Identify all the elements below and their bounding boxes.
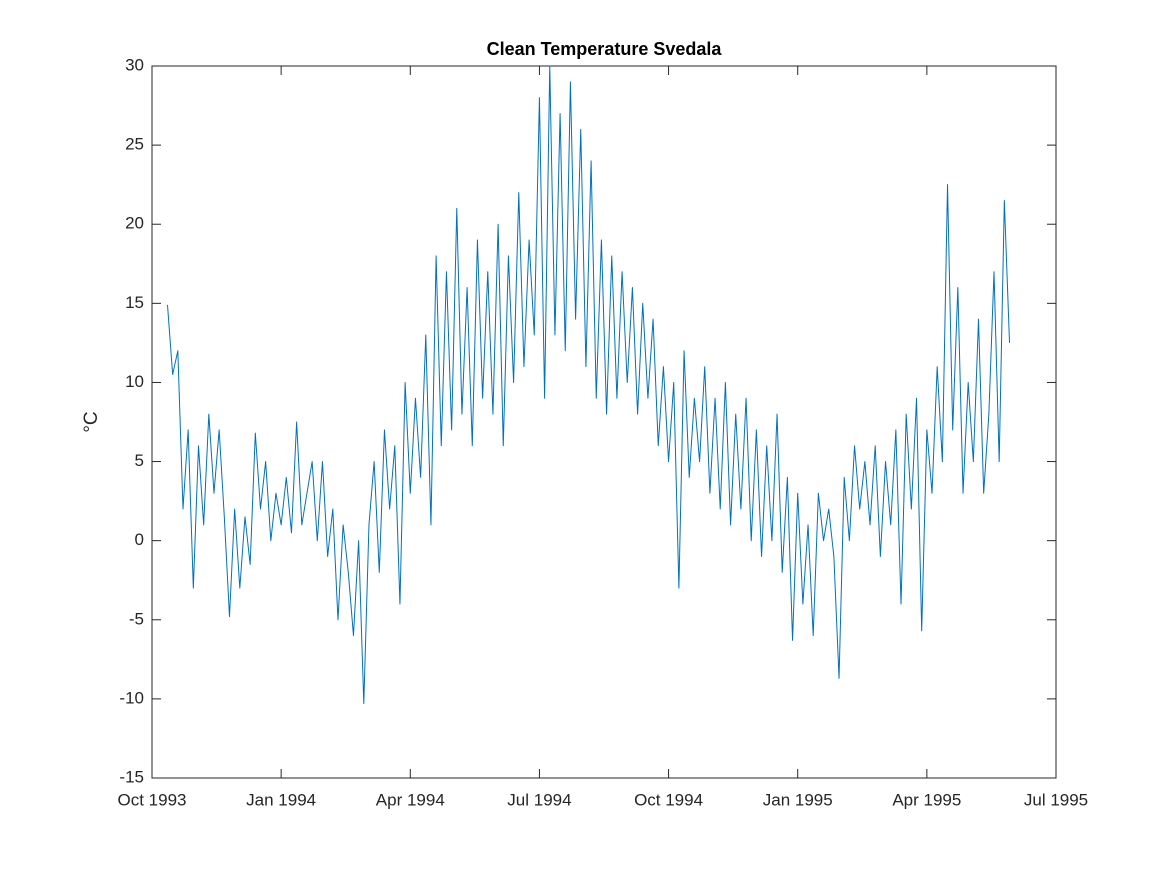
y-tick-label: 10 [125,372,144,391]
y-tick-label: 15 [125,293,144,312]
x-tick-label: Jul 1995 [1024,790,1088,809]
x-tick-label: Apr 1994 [376,790,445,809]
y-axis-label: °C [81,411,102,432]
y-tick-label: -5 [129,609,144,628]
x-tick-label: Jan 1995 [763,790,833,809]
axes-box [151,65,1057,779]
series-line [167,65,1011,705]
y-tick-label: 5 [135,451,144,470]
x-tick-label: Jan 1994 [246,790,316,809]
y-tick-label: 25 [125,135,144,154]
x-tick-label: Oct 1993 [118,790,187,809]
x-tick-label: Apr 1995 [892,790,961,809]
x-tick-label: Jul 1994 [507,790,571,809]
y-tick-label: -15 [119,767,144,786]
chart-title: Clean Temperature Svedala [487,39,723,59]
y-tick-label: 0 [135,530,144,549]
y-tick-label: 20 [125,214,144,233]
y-tick-label: -10 [119,688,144,707]
y-tick-label: 30 [125,55,144,74]
x-tick-label: Oct 1994 [634,790,703,809]
